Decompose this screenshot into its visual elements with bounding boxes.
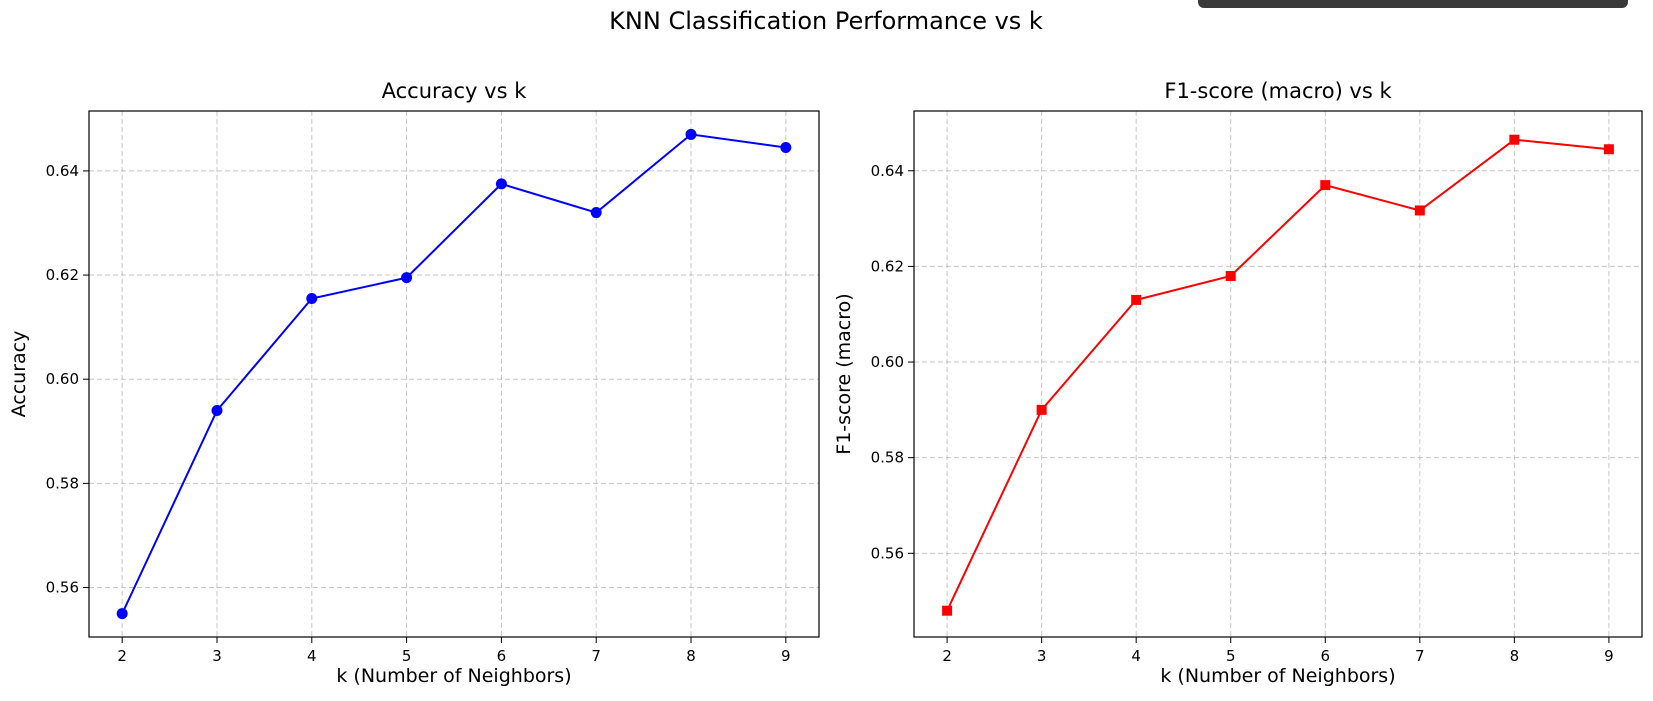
f1-y-tick-label: 0.62 <box>871 257 904 275</box>
f1-grid <box>914 111 1642 637</box>
accuracy-x-tick-label: 4 <box>307 647 317 665</box>
accuracy-y-tick-label: 0.56 <box>46 579 79 597</box>
f1-axes-frame <box>913 110 1643 638</box>
f1-x-tick-label: 2 <box>942 647 952 665</box>
f1-data-point <box>1509 134 1520 145</box>
f1-x-tick-label: 9 <box>1604 647 1614 665</box>
accuracy-x-tick-label: 3 <box>212 647 222 665</box>
accuracy-data-point <box>685 128 697 140</box>
accuracy-grid <box>89 111 819 637</box>
figure-suptitle: KNN Classification Performance vs k <box>609 7 1043 35</box>
accuracy-data-point <box>780 141 792 153</box>
overlay-bar <box>1198 0 1628 8</box>
f1-y-ticks: 0.56 0.58 0.60 0.62 0.64 <box>871 162 914 562</box>
f1-data-point <box>1320 180 1331 191</box>
f1-data-point <box>1131 294 1142 305</box>
accuracy-x-tick-label: 6 <box>497 647 507 665</box>
accuracy-data-point <box>116 608 128 620</box>
f1-x-tick-label: 3 <box>1037 647 1047 665</box>
accuracy-x-tick-label: 5 <box>402 647 412 665</box>
accuracy-series <box>116 128 792 620</box>
accuracy-x-tick-label: 7 <box>591 647 601 665</box>
f1-data-point <box>942 605 953 616</box>
f1-x-axis-label: k (Number of Neighbors) <box>1160 665 1395 687</box>
accuracy-x-tick-label: 9 <box>781 647 791 665</box>
f1-y-tick-label: 0.64 <box>871 162 904 180</box>
accuracy-x-tick-label: 8 <box>686 647 696 665</box>
f1-x-tick-label: 6 <box>1320 647 1330 665</box>
f1-subplot-title: F1-score (macro) vs k <box>1164 79 1392 103</box>
accuracy-series-line <box>121 133 786 615</box>
accuracy-data-point <box>590 207 602 219</box>
f1-data-point <box>1414 205 1425 216</box>
f1-x-tick-label: 4 <box>1131 647 1141 665</box>
f1-y-axis-label: F1-score (macro) <box>833 293 855 454</box>
accuracy-data-point <box>211 404 223 416</box>
f1-series <box>942 134 1614 616</box>
f1-x-tick-label: 8 <box>1510 647 1520 665</box>
accuracy-y-tick-label: 0.58 <box>46 474 79 492</box>
f1-data-point <box>1036 404 1047 415</box>
f1-y-tick-label: 0.60 <box>871 353 904 371</box>
f1-data-point <box>1603 144 1614 155</box>
accuracy-y-axis-label: Accuracy <box>8 331 30 418</box>
f1-series-line <box>946 138 1610 612</box>
f1-y-tick-label: 0.56 <box>871 544 904 562</box>
accuracy-x-axis-label: k (Number of Neighbors) <box>336 665 571 687</box>
accuracy-data-point <box>306 292 318 304</box>
accuracy-data-point <box>495 178 507 190</box>
f1-x-ticks: 2 3 4 5 6 7 8 9 <box>942 637 1614 665</box>
f1-y-tick-label: 0.58 <box>871 449 904 467</box>
accuracy-y-tick-label: 0.62 <box>46 266 79 284</box>
accuracy-data-point <box>401 272 413 284</box>
accuracy-subplot-title: Accuracy vs k <box>382 79 528 103</box>
accuracy-y-tick-label: 0.60 <box>46 370 79 388</box>
accuracy-y-tick-label: 0.64 <box>46 162 79 180</box>
accuracy-axes-frame <box>88 110 820 638</box>
f1-data-point <box>1225 270 1236 281</box>
accuracy-x-ticks: 2 3 4 5 6 7 8 9 <box>117 637 791 665</box>
f1-x-tick-label: 5 <box>1226 647 1236 665</box>
accuracy-x-tick-label: 2 <box>117 647 127 665</box>
f1-x-tick-label: 7 <box>1415 647 1425 665</box>
accuracy-y-ticks: 0.56 0.58 0.60 0.62 0.64 <box>46 162 89 597</box>
